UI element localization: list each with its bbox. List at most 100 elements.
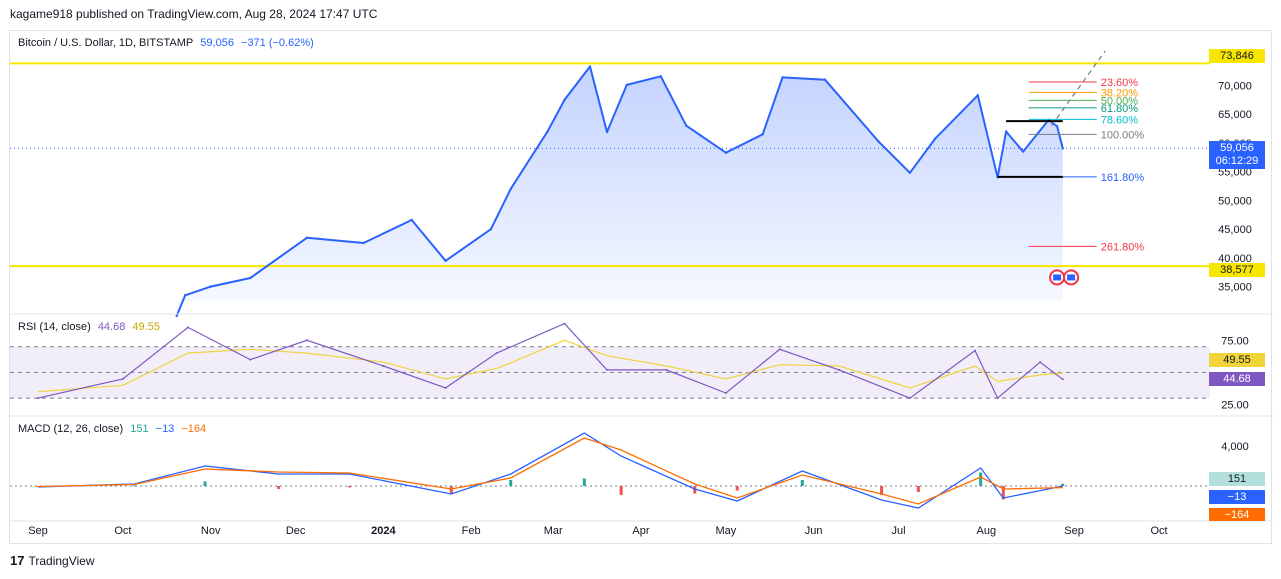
time-axis-tick: Nov (201, 525, 221, 537)
price-point (209, 285, 212, 288)
price-point (781, 76, 784, 79)
fib-level-label: 161.80% (1101, 172, 1145, 184)
price-point (908, 171, 912, 175)
rsi-point (1061, 378, 1064, 381)
time-axis-tick: Sep (1064, 525, 1084, 537)
rsi-ma-label: 49.55 (1209, 353, 1265, 367)
projection-line (1050, 50, 1106, 127)
price-point (659, 75, 662, 78)
macd-label: −13 (1209, 490, 1265, 504)
macd-histogram-bar (1001, 486, 1005, 500)
macd-histogram-bar (203, 481, 207, 486)
price-point (410, 218, 413, 222)
tradingview-logo-icon[interactable]: 17 (10, 553, 25, 568)
macd-legend: MACD (12, 26, close) 151 −13 −164 (18, 423, 210, 435)
rsi-point (495, 352, 498, 355)
price-point (184, 294, 187, 297)
rsi-ma-line (37, 339, 1063, 393)
fib-level-label: 78.60% (1101, 114, 1139, 126)
last-price-value: 59,056 (1220, 142, 1254, 154)
time-axis-tick: 2024 (371, 525, 396, 537)
price-point (444, 259, 447, 262)
rsi-point (1039, 361, 1042, 364)
price-point (588, 65, 592, 68)
fib-level-label: 50.00% (1101, 95, 1139, 107)
price-axis-tick: 70,000 (1218, 80, 1252, 92)
rsi-point (305, 339, 308, 342)
rsi-legend: RSI (14, close) 44.68 49.55 (18, 321, 164, 333)
bar-countdown: 06:12:29 (1215, 155, 1259, 167)
time-axis-tick: Oct (114, 525, 131, 537)
macd-histogram-bar (916, 486, 920, 492)
us-flag-icon-inner (1067, 274, 1076, 281)
macd-name[interactable]: MACD (12, 26, close) (18, 423, 124, 435)
rsi-point (973, 349, 976, 352)
fib-level-label: 261.80% (1101, 241, 1145, 253)
macd-histogram-bar (582, 478, 586, 486)
price-point (724, 151, 728, 154)
price-point (509, 187, 512, 191)
price-point (976, 94, 980, 97)
rsi-point (563, 322, 566, 325)
macd-histogram-bar (449, 486, 453, 494)
rsi-point (382, 365, 385, 367)
rsi-point (838, 368, 841, 371)
macd-histogram-bar (693, 486, 697, 494)
rsi-axis-tick: 75.00 (1221, 335, 1249, 347)
time-axis-tick: Sep (28, 525, 48, 537)
price-point (1004, 130, 1008, 133)
rsi-axis-tick: 25.00 (1221, 400, 1249, 412)
rsi-name[interactable]: RSI (14, close) (18, 321, 91, 333)
rsi-point (605, 368, 608, 371)
macd-histogram-bar (735, 486, 739, 491)
us-flag-icon-inner (1053, 274, 1062, 281)
macd-signal-value: −164 (181, 423, 207, 435)
price-point (489, 227, 493, 231)
price-point (877, 140, 880, 144)
price-label-last: 59,056 06:12:29 (1209, 141, 1265, 169)
macd-signal-label: −164 (1209, 508, 1265, 521)
price-area (176, 66, 1063, 316)
rsi-point (665, 368, 668, 371)
fib-level-label: 23.60% (1101, 77, 1139, 89)
price-point (546, 130, 549, 133)
time-axis-tick: Mar (544, 525, 563, 537)
price-axis-tick: 45,000 (1218, 224, 1252, 236)
price-point (685, 124, 688, 127)
symbol-label[interactable]: Bitcoin / U.S. Dollar, 1D, BITSTAMP (18, 37, 194, 49)
price-point (362, 241, 365, 245)
rsi-point (778, 348, 781, 351)
price-point (761, 133, 764, 136)
rsi-ma-value: 49.55 (132, 321, 160, 333)
fib-level-label: 100.00% (1101, 129, 1145, 141)
rsi-point (444, 386, 447, 389)
rsi-label: 44.68 (1209, 372, 1265, 386)
macd-histogram-bar (132, 485, 136, 487)
price-axis-tick: 40,000 (1218, 253, 1252, 265)
macd-line (37, 432, 1063, 509)
chart-panel[interactable]: 35,00040,00045,00050,00055,00060,00065,0… (9, 30, 1273, 545)
chart-canvas[interactable]: 35,00040,00045,00050,00055,00060,00065,0… (10, 31, 1273, 545)
macd-axis-tick: 4,000 (1221, 441, 1249, 453)
rsi-point (996, 397, 999, 400)
price-axis-tick: 35,000 (1218, 282, 1252, 294)
time-axis-tick: Feb (462, 525, 481, 537)
time-axis-tick: Apr (632, 525, 649, 537)
time-axis-tick: Dec (286, 525, 306, 537)
price-point (1021, 150, 1025, 153)
macd-signal-line (37, 437, 1063, 505)
footer: 17 TradingView (10, 553, 95, 568)
price-axis-tick: 55,000 (1218, 167, 1252, 179)
rsi-point (908, 397, 911, 400)
rsi-point (724, 392, 727, 394)
macd-hist-label: 151 (1209, 472, 1265, 486)
price-point (249, 276, 252, 280)
price-point (175, 314, 178, 318)
macd-value: −13 (155, 423, 175, 435)
brand-name[interactable]: TradingView (28, 553, 95, 568)
rsi-point (121, 377, 124, 380)
macd-histogram-bar (619, 486, 623, 495)
rsi-point (37, 397, 39, 400)
macd-histogram-bar (979, 472, 983, 486)
rsi-point (187, 326, 190, 329)
